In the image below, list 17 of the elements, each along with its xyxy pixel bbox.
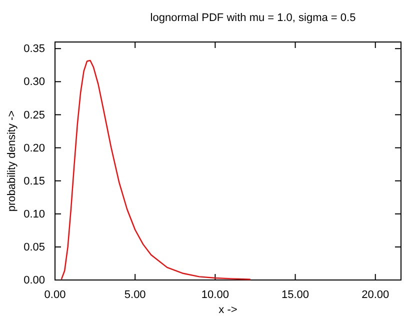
y-tick-label: 0.30	[24, 76, 45, 88]
x-axis-title: x ->	[218, 304, 238, 316]
y-tick-label: 0.25	[24, 109, 45, 122]
y-axis-title: probability density ->	[6, 110, 18, 212]
y-tick-label: 0.00	[24, 274, 45, 287]
y-tick-label: 0.20	[24, 142, 45, 154]
x-tick-label: 5.00	[124, 288, 146, 301]
x-tick-label: 0.00	[44, 288, 66, 301]
x-tick-label: 15.00	[282, 288, 310, 301]
chart-title: lognormal PDF with mu = 1.0, sigma = 0.5	[150, 12, 356, 24]
y-tick-label: 0.05	[24, 241, 45, 254]
x-tick-label: 10.00	[201, 288, 229, 301]
y-tick-label: 0.35	[24, 43, 45, 56]
x-tick-label: 20.00	[362, 288, 390, 301]
y-tick-label: 0.15	[24, 175, 45, 188]
y-tick-label: 0.10	[24, 208, 45, 220]
line-series	[60, 60, 252, 280]
